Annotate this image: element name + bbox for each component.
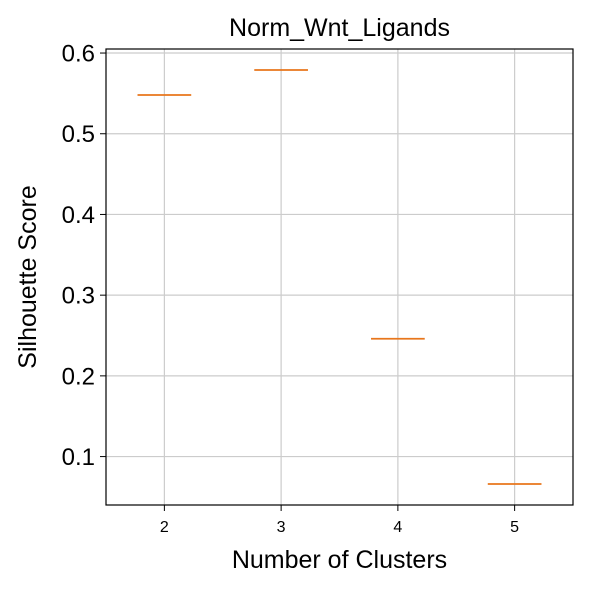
x-tick-label: 5 (510, 519, 519, 536)
y-tick-label: 0.2 (62, 363, 95, 390)
y-tick-label: 0.4 (62, 202, 95, 229)
y-tick-label: 0.6 (62, 41, 95, 68)
box-medians (137, 69, 542, 485)
axis-ticks (100, 52, 516, 511)
grid-lines (106, 49, 573, 505)
y-tick-label: 0.3 (62, 283, 95, 310)
plot-frame (105, 48, 574, 506)
x-tick-label: 3 (277, 519, 286, 536)
y-tick-label: 0.1 (62, 444, 95, 471)
x-axis-label: Number of Clusters (232, 546, 447, 574)
x-tick-label: 2 (160, 519, 169, 536)
chart-title: Norm_Wnt_Ligands (229, 14, 450, 42)
y-axis-label: Silhouette Score (14, 185, 42, 368)
x-tick-label: 4 (393, 519, 402, 536)
y-tick-label: 0.5 (62, 121, 95, 148)
